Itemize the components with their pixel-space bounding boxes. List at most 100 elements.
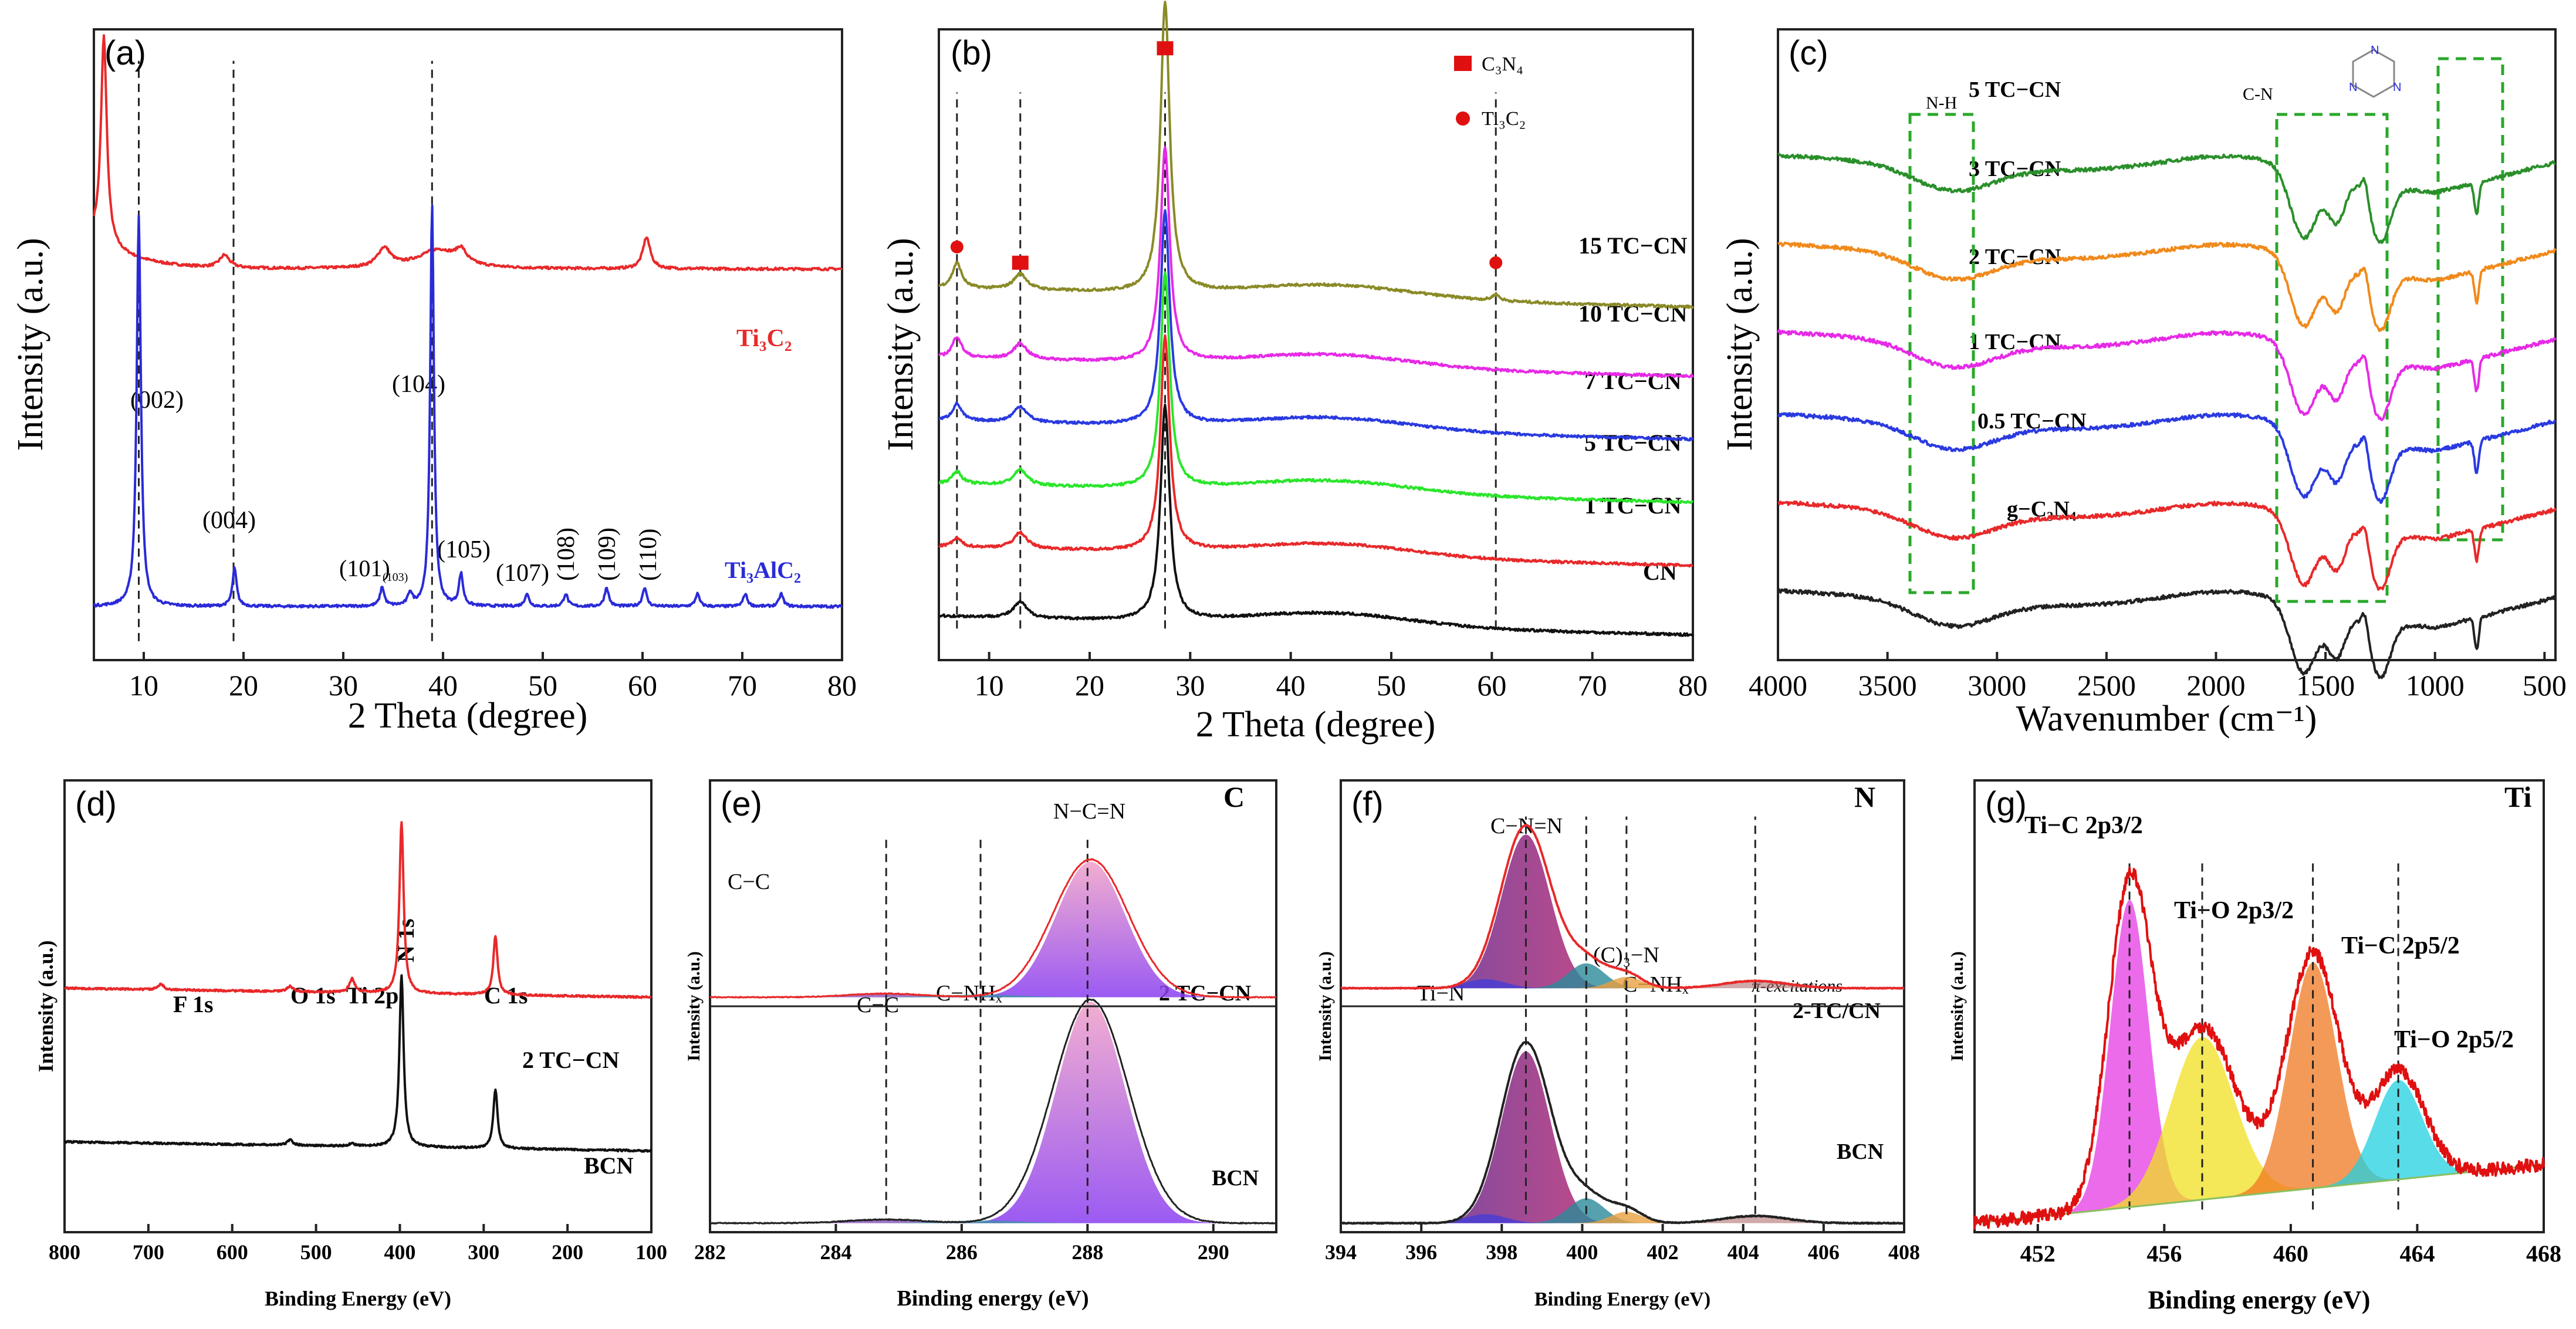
label-5tccn: 5 TC−CN <box>1584 430 1682 456</box>
x-tick-label: 40 <box>1276 669 1306 702</box>
component-cnn <box>1341 1051 1904 1223</box>
series-Ti3C2 <box>93 34 843 272</box>
label-7tccn: 7 TC−CN <box>1584 368 1682 394</box>
component-cnhx <box>1341 1212 1904 1223</box>
x-tick-label: 406 <box>1808 1240 1840 1264</box>
x-tick-label: 10 <box>975 669 1004 702</box>
component-2 <box>1975 962 2544 1223</box>
component-pi <box>1341 981 1904 989</box>
label-tic-52: Ti−C 2p5/2 <box>2341 932 2460 959</box>
legend-circle-marker <box>1456 111 1470 126</box>
x-tick-label: 300 <box>468 1240 499 1264</box>
label-15tccn: 15 TC−CN <box>1578 232 1688 259</box>
panel-f-xlabel: Binding Energy (eV) <box>1534 1289 1710 1310</box>
panel-d-ylabel: Intensity (a.u.) <box>34 940 58 1072</box>
label-tio-52: Ti−O 2p5/2 <box>2394 1026 2514 1053</box>
hkl-004: (004) <box>202 507 256 534</box>
panel-g-ylabel: Intensity (a.u.) <box>1948 951 1967 1061</box>
x-tick-label: 500 <box>2523 669 2567 702</box>
x-tick-label: 60 <box>1477 669 1506 702</box>
x-tick-label: 394 <box>1325 1240 1357 1264</box>
label-ncn: N−C=N <box>1053 799 1125 824</box>
x-tick-label: 50 <box>528 669 557 702</box>
label-d-2tccn: 2 TC−CN <box>522 1047 620 1073</box>
component-cnhx <box>710 995 1276 997</box>
hkl-108: (108) <box>553 527 580 581</box>
series-BCN <box>63 974 653 1153</box>
label-d-bcn: BCN <box>584 1152 634 1179</box>
x-tick-label: 456 <box>2146 1240 2182 1267</box>
x-tick-label: 3000 <box>1968 669 2026 702</box>
panel-b-xlabel: 2 Theta (degree) <box>1196 705 1436 745</box>
x-tick-label: 80 <box>827 669 857 702</box>
c1s-envelope <box>709 998 1277 1225</box>
panel-b-ylabel: Intensity (a.u.) <box>881 238 921 451</box>
series-15 TC-CN <box>938 1 1694 309</box>
label-c-5tccn: 5 TC−CN <box>1969 77 2061 102</box>
panel-f-label: (f) <box>1351 785 1384 823</box>
panel-f-ylabel: Intensity (a.u.) <box>1316 951 1335 1061</box>
legend-ti3c2: Ti₃C₂ <box>1482 108 1526 130</box>
panel-c-frame <box>1777 28 2557 661</box>
hkl-105: (105) <box>437 536 491 563</box>
legend-square-marker <box>1454 56 1472 71</box>
ti3c2-peak-marker <box>950 240 964 253</box>
label-1tccn: 1 TC−CN <box>1584 492 1682 519</box>
x-tick-label: 20 <box>229 669 258 702</box>
n1s-envelope <box>1340 824 1905 990</box>
panel-c-series-labels: 5 TC−CN 3 TC−CN 2 TC−CN 1 TC−CN 0.5 TC−C… <box>1969 77 2087 522</box>
series-5 TC-CN <box>1777 153 2557 244</box>
panel-g-xlabel: Binding energy (eV) <box>2148 1286 2371 1314</box>
x-tick-label: 404 <box>1728 1240 1759 1264</box>
svg-text:N: N <box>2349 81 2357 94</box>
panel-f-element: N <box>1854 780 1875 813</box>
series-5 TC-CN <box>938 271 1694 505</box>
hkl-101: (101) <box>339 555 390 581</box>
x-tick-label: 70 <box>728 669 757 702</box>
hkl-107: (107) <box>496 560 549 587</box>
x-tick-label: 80 <box>1678 669 1708 702</box>
dashed-reference-lines <box>138 60 2399 1215</box>
panel-e-xlabel: Binding energy (eV) <box>897 1286 1088 1311</box>
label-cc-left: C−C <box>728 870 770 894</box>
label-f-bcn: BCN <box>1837 1139 1884 1164</box>
x-tick-label: 460 <box>2273 1240 2308 1267</box>
panel-g-frame <box>1973 779 2545 1233</box>
cn-label: C-N <box>2243 84 2273 104</box>
x-tick-label: 600 <box>217 1240 248 1264</box>
panel-e-ylabel: Intensity (a.u.) <box>684 951 704 1061</box>
hkl-103: (103) <box>383 571 408 584</box>
x-tick-label: 2000 <box>2186 669 2245 702</box>
component-cc <box>710 993 1276 997</box>
x-tick-label: 70 <box>1578 669 1607 702</box>
hkl-110: (110) <box>635 529 662 581</box>
x-tick-label: 4000 <box>1749 669 1807 702</box>
x-tick-label: 60 <box>628 669 657 702</box>
panel-b-series-labels: 15 TC−CN 10 TC−CN 7 TC−CN 5 TC−CN 1 TC−C… <box>1578 232 1688 585</box>
panel-a-frame <box>93 28 843 661</box>
axis-ticks: 10 20 30 40 50 60 70 80 10 20 30 40 50 60 70 80 4000 3500… <box>49 652 2567 1267</box>
x-tick-label: 10 <box>129 669 158 702</box>
panel-g-label: (g) <box>1985 785 2027 823</box>
component-cc <box>710 1219 1276 1223</box>
panel-c-xlabel: Wavenumber (cm⁻¹) <box>2016 699 2317 739</box>
label-f-2tccn: 2-TC/CN <box>1793 999 1881 1023</box>
hkl-104: (104) <box>392 371 445 398</box>
x-tick-label: 396 <box>1405 1240 1437 1264</box>
component-tin <box>1341 1214 1904 1223</box>
peak-markers <box>950 41 1503 270</box>
series-1 TC-CN <box>1777 412 2557 504</box>
x-tick-label: 1000 <box>2406 669 2465 702</box>
panel-b-legend: C₃N₄ Ti₃C₂ <box>1454 53 1526 130</box>
triazine-icon: N N N <box>2349 44 2401 98</box>
series-1 TC-CN <box>938 334 1693 568</box>
component-ncn <box>710 1002 1276 1223</box>
x-tick-label: 20 <box>1075 669 1104 702</box>
x-tick-label: 452 <box>2020 1240 2056 1267</box>
series-3 TC-CN <box>1777 241 2557 332</box>
x-tick-label: 282 <box>694 1240 726 1264</box>
x-tick-label: 700 <box>133 1240 164 1264</box>
component-0 <box>1975 899 2544 1223</box>
panel-c-ylabel: Intensity (a.u.) <box>1720 238 1760 451</box>
